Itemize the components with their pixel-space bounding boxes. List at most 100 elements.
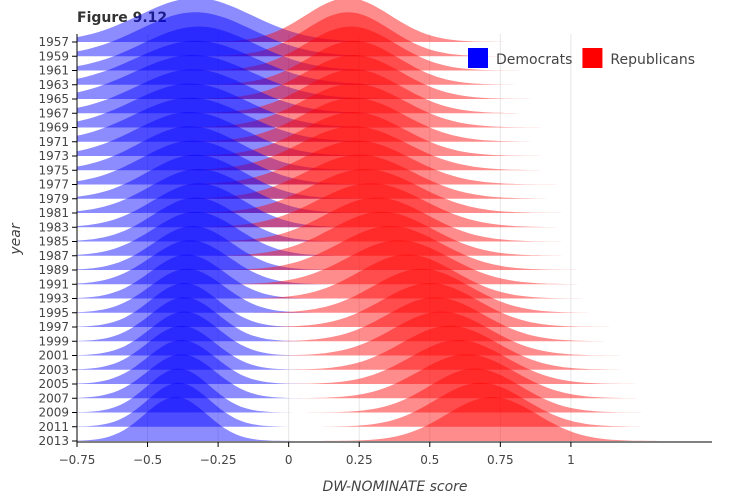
ridge-democrats-2011 <box>77 382 712 427</box>
y-tick-label: 1973 <box>38 149 69 163</box>
y-axis-label: year <box>8 222 24 255</box>
ridge-republicans-1993 <box>77 254 712 299</box>
ridge-republicans-1969 <box>77 83 712 128</box>
ridge-democrats-1981 <box>77 169 712 213</box>
ridge-democrats-1965 <box>77 55 712 99</box>
ridge-democrats-1979 <box>77 154 712 199</box>
ridge-democrats-1963 <box>77 40 712 85</box>
y-tick-label: 2013 <box>38 434 69 448</box>
x-axis-label: DW-NOMINATE score <box>322 479 467 495</box>
y-tick-label: 1991 <box>38 277 69 291</box>
y-tick-label: 1987 <box>38 249 69 263</box>
ridge-republicans-2013 <box>77 397 712 441</box>
y-ticks: 1957195919611963196519671969197119731975… <box>38 35 77 448</box>
y-tick-label: 1999 <box>38 334 69 348</box>
legend-label-republicans: Republicans <box>610 52 695 68</box>
ridge-republicans-2007 <box>77 354 712 399</box>
ridge-republicans-2005 <box>77 340 712 384</box>
y-tick-label: 1959 <box>38 49 69 63</box>
ridge-democrats-1993 <box>77 254 712 299</box>
ridge-republicans-1985 <box>77 197 712 242</box>
legend-label-democrats: Democrats <box>496 52 572 68</box>
ridge-democrats-1967 <box>77 69 712 114</box>
ridge-republicans-1965 <box>77 55 712 99</box>
legend-swatch-republicans <box>582 48 603 68</box>
x-tick-label: −0.75 <box>59 453 96 467</box>
y-tick-label: 2009 <box>38 406 69 420</box>
y-tick-label: 1997 <box>38 320 69 334</box>
y-tick-label: 1963 <box>38 78 69 92</box>
x-tick-label: 1 <box>567 453 575 467</box>
y-tick-label: 2003 <box>38 363 69 377</box>
ridge-republicans-2001 <box>77 311 712 356</box>
x-tick-label: 0.75 <box>487 453 514 467</box>
ridge-republicans-1997 <box>77 283 712 327</box>
axes <box>76 34 712 443</box>
ridge-democrats-1985 <box>77 197 712 242</box>
y-tick-label: 1995 <box>38 306 69 320</box>
ridge-democrats-1999 <box>77 297 712 342</box>
x-tick-label: 0.5 <box>420 453 439 467</box>
ridge-democrats-1997 <box>77 283 712 327</box>
ridge-republicans-1981 <box>77 169 712 213</box>
ridge-democrats-1977 <box>77 140 712 185</box>
ridge-republicans-1995 <box>77 268 712 313</box>
ridge-democrats-1961 <box>77 26 712 71</box>
ridge-republicans-1979 <box>77 154 712 199</box>
x-tick-label: −0.25 <box>200 453 237 467</box>
ridge-republicans-1987 <box>77 211 712 256</box>
ridge-democrats-1959 <box>77 12 712 57</box>
y-tick-label: 2001 <box>38 349 69 363</box>
y-tick-label: 2007 <box>38 391 69 405</box>
y-tick-label: 1983 <box>38 220 69 234</box>
legend-swatch-democrats <box>468 48 488 68</box>
ridge-republicans-1957 <box>77 0 712 42</box>
ridge-democrats-2007 <box>77 354 712 399</box>
y-tick-label: 1981 <box>38 206 69 220</box>
ridge-democrats-2001 <box>77 311 712 356</box>
ridge-republicans-1963 <box>77 40 712 85</box>
ridge-republicans-1977 <box>77 140 712 185</box>
y-tick-label: 1989 <box>38 263 69 277</box>
ridge-republicans-1989 <box>77 226 712 270</box>
y-tick-label: 1969 <box>38 121 69 135</box>
x-tick-label: −0.5 <box>133 453 162 467</box>
ridge-republicans-1973 <box>77 112 712 156</box>
ridge-democrats-1975 <box>77 126 712 171</box>
ridge-democrats-1969 <box>77 83 712 128</box>
chart-title: Figure 9.12 <box>77 10 167 26</box>
ridge-republicans-1983 <box>77 183 712 228</box>
ridge-democrats-2013 <box>77 397 712 441</box>
ridge-republicans-1961 <box>77 26 712 71</box>
ridge-republicans-2009 <box>77 368 712 413</box>
ridge-democrats-2003 <box>77 325 712 370</box>
x-ticks: −0.75 −0.5 −0.25 0 0.25 0.5 0.75 1 <box>59 442 575 467</box>
ridge-republicans-1991 <box>77 240 712 285</box>
y-tick-label: 1961 <box>38 64 69 78</box>
y-tick-label: 1985 <box>38 235 69 249</box>
ridge-democrats-2009 <box>77 368 712 413</box>
ridge-democrats-1991 <box>77 240 712 285</box>
ridge-republicans-1971 <box>77 97 712 142</box>
ridge-democrats-1995 <box>77 268 712 313</box>
ridge-republicans-2011 <box>77 382 712 427</box>
y-tick-label: 1979 <box>38 192 69 206</box>
ridge-democrats-1971 <box>77 97 712 142</box>
y-tick-label: 1967 <box>38 106 69 120</box>
ridges <box>77 0 712 441</box>
ridge-democrats-1983 <box>77 183 712 228</box>
ridge-democrats-1957 <box>77 0 712 42</box>
y-tick-label: 1971 <box>38 135 69 149</box>
ridge-republicans-2003 <box>77 325 712 370</box>
ridge-republicans-1967 <box>77 69 712 114</box>
y-tick-label: 1977 <box>38 178 69 192</box>
y-tick-label: 1965 <box>38 92 69 106</box>
legend: Democrats Republicans <box>468 48 695 68</box>
y-tick-label: 2011 <box>38 420 69 434</box>
ridge-democrats-1987 <box>77 211 712 256</box>
ridge-republicans-1975 <box>77 126 712 171</box>
y-tick-label: 1957 <box>38 35 69 49</box>
x-tick-label: 0 <box>285 453 293 467</box>
y-tick-label: 1993 <box>38 292 69 306</box>
